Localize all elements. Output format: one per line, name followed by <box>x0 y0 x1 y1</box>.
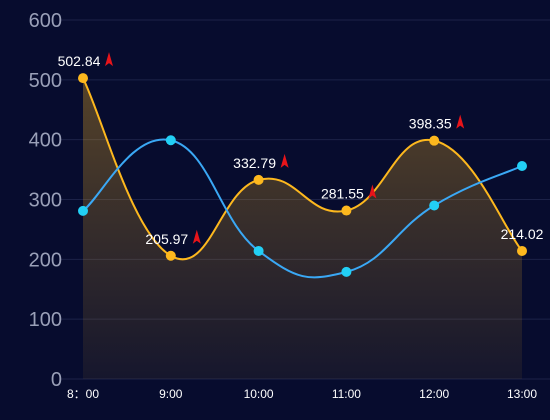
series-0-area <box>83 78 522 379</box>
x-tick-label: 11:00 <box>332 387 361 401</box>
y-tick-label: 200 <box>29 249 62 271</box>
series-1-point <box>253 245 264 256</box>
series-1-point <box>165 135 176 146</box>
series-0-point <box>253 174 264 185</box>
series-0-point <box>165 250 176 261</box>
red-arrow-up-icon <box>105 52 113 67</box>
x-tick-label: 13:00 <box>507 387 537 401</box>
red-arrow-up-icon <box>368 184 377 199</box>
x-axis-ticks: 8：00 9:00 10:00 11:00 12:00 13:00 <box>67 387 537 401</box>
series-1-point <box>517 160 527 171</box>
y-tick-label: 300 <box>29 190 62 212</box>
series-layer <box>78 73 527 379</box>
data-label: 205.97 <box>145 231 188 247</box>
series-0-point <box>429 135 440 146</box>
x-tick-label: 8：00 <box>67 387 99 401</box>
y-tick-label: 500 <box>29 70 62 92</box>
y-tick-label: 100 <box>29 309 62 331</box>
data-label: 214.02 <box>501 226 544 242</box>
data-label: 398.35 <box>409 116 452 132</box>
series-0-line <box>82 77 523 261</box>
y-tick-label: 400 <box>29 130 62 152</box>
data-label: 502.84 <box>58 53 101 69</box>
series-0-point <box>517 245 527 256</box>
red-arrow-up-icon <box>280 153 289 168</box>
series-0-point <box>78 73 88 84</box>
x-tick-label: 9:00 <box>159 387 183 401</box>
red-arrow-up-icon <box>456 114 465 129</box>
x-tick-label: 10:00 <box>244 387 274 401</box>
red-arrow-up-icon <box>192 229 201 244</box>
series-1-point <box>78 205 88 216</box>
x-tick-label: 12:00 <box>419 387 449 401</box>
series-1-point <box>429 200 440 211</box>
data-label: 281.55 <box>321 186 364 202</box>
data-labels: 502.84 205.97 332.79 281.55 398.35 214.02 <box>58 52 544 247</box>
y-tick-label: 600 <box>29 10 62 32</box>
series-0-point <box>341 205 352 216</box>
y-tick-label: 0 <box>51 369 62 391</box>
data-label: 332.79 <box>233 155 276 171</box>
series-1-point <box>341 266 352 277</box>
y-axis-ticks: 0 100 200 300 400 500 600 <box>29 10 62 391</box>
